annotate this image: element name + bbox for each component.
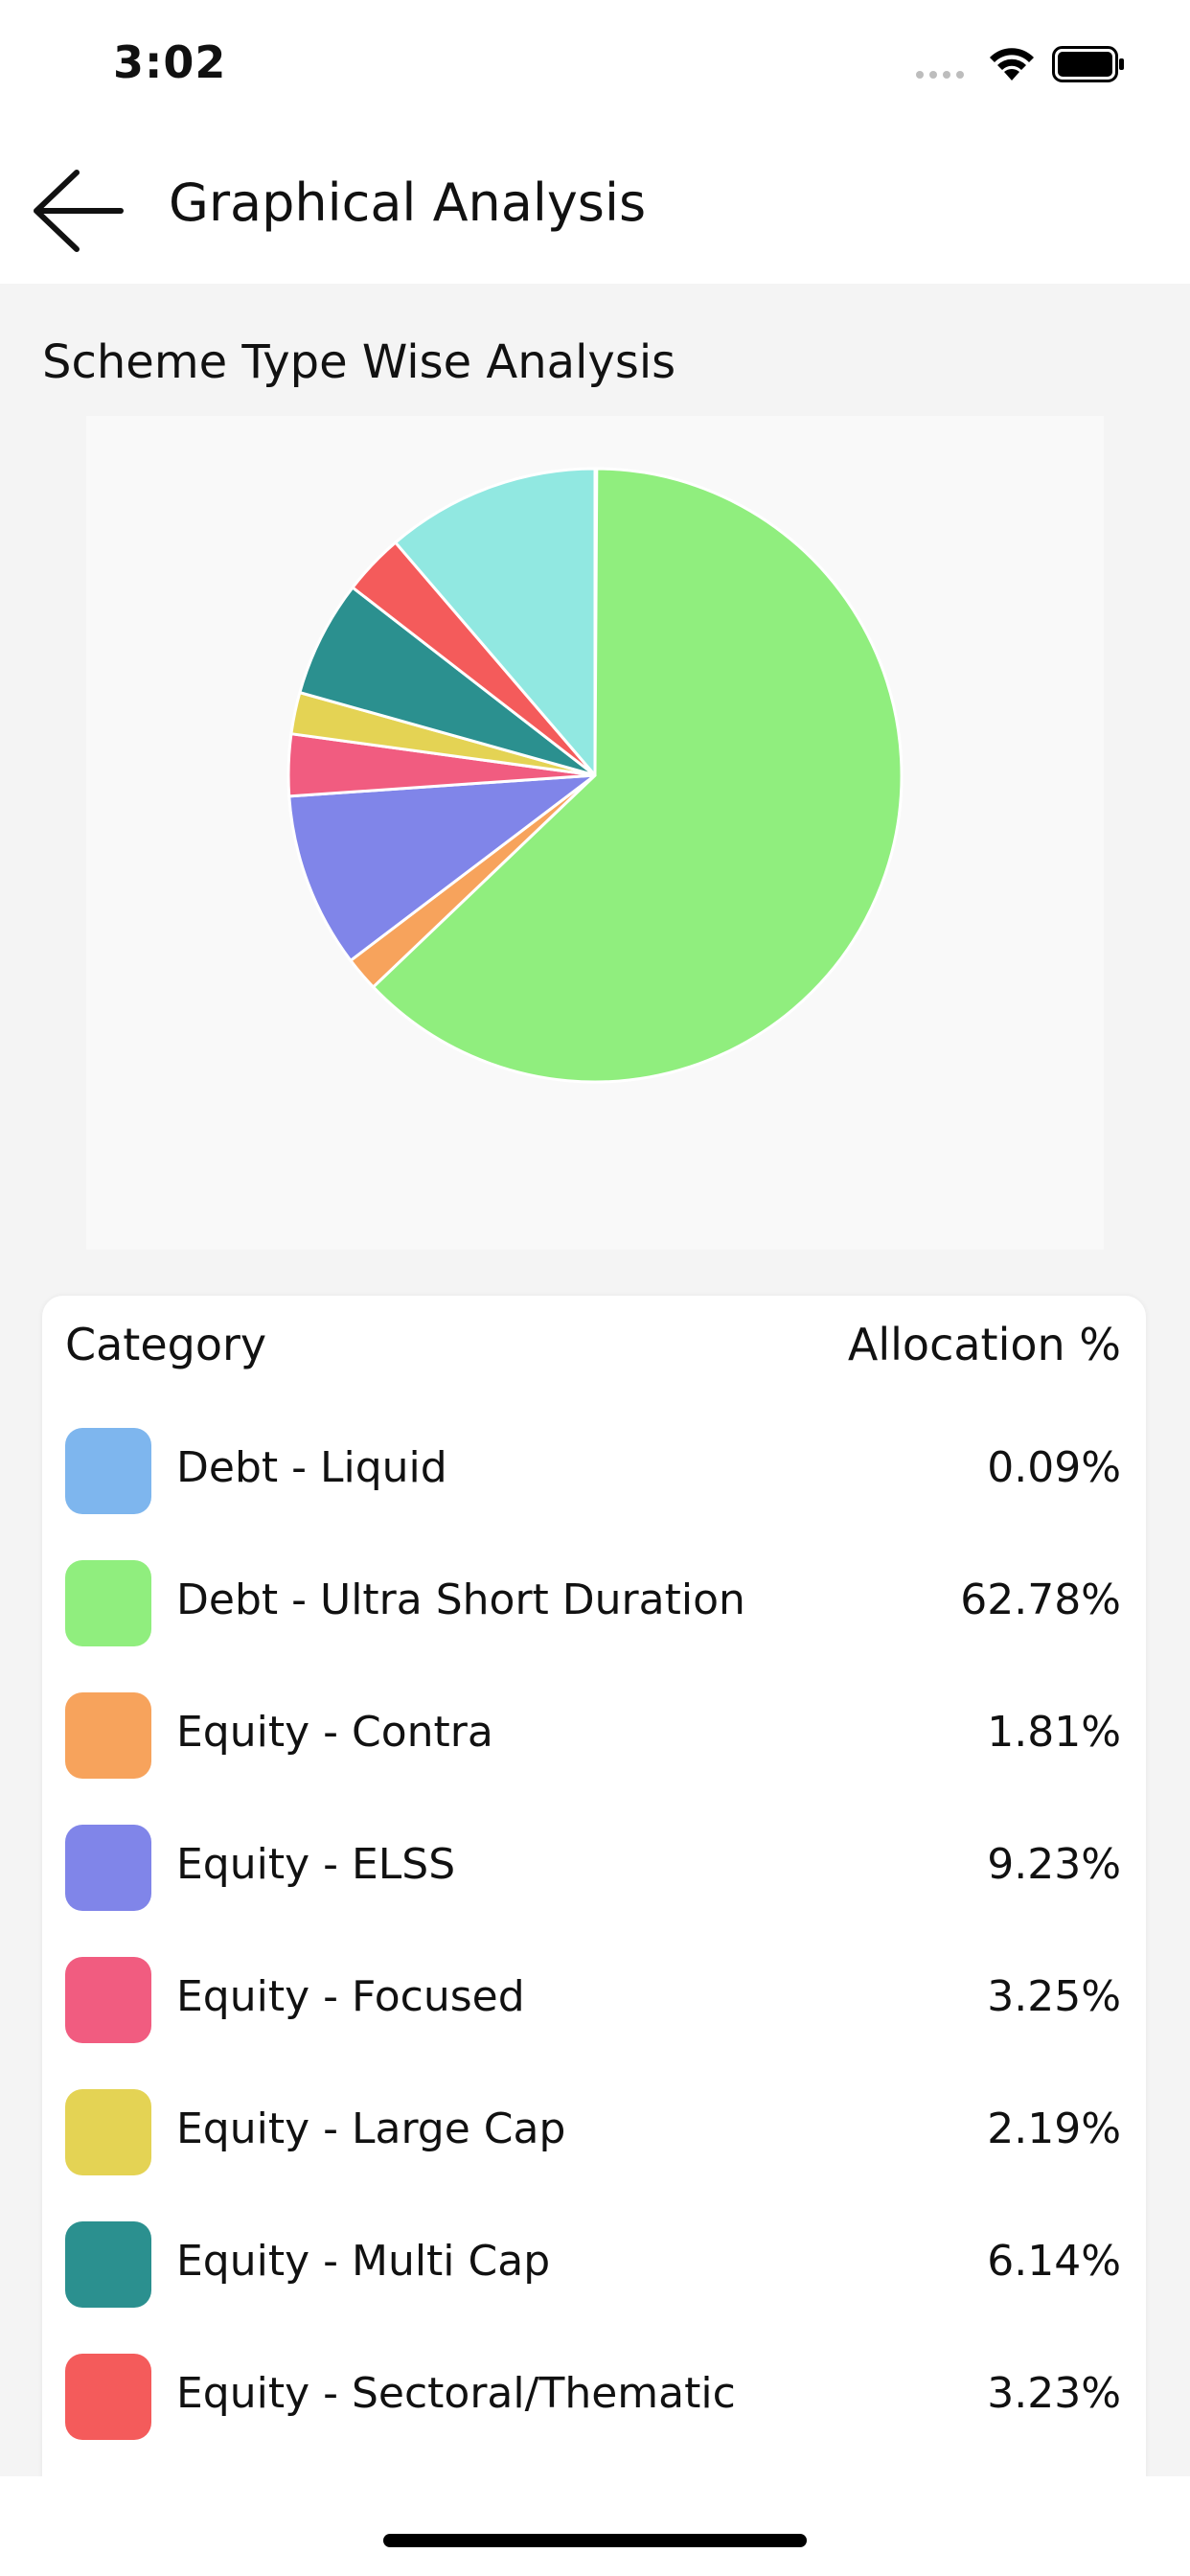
legend-header: Category Allocation %	[42, 1296, 1146, 1392]
cellular-signal-icon	[916, 71, 964, 79]
status-time: 3:02	[113, 36, 227, 88]
legend-row: Equity - ELSS 9.23%	[42, 1825, 1146, 1957]
home-indicator[interactable]	[383, 2534, 807, 2547]
legend-label: Equity - ELSS	[176, 1840, 456, 1889]
legend-swatch	[65, 2354, 151, 2440]
pie-slice-other[interactable]	[394, 467, 597, 777]
pie-slice-equity-multi-cap[interactable]	[298, 586, 597, 777]
legend-value: 9.23%	[987, 1840, 1121, 1889]
chart-section-title: Scheme Type Wise Analysis	[42, 335, 676, 389]
legend-value: 1.81%	[987, 1708, 1121, 1757]
allocation-legend: Category Allocation % Debt - Liquid 0.09%…	[42, 1296, 1146, 2576]
legend-row: Equity - Focused 3.25%	[42, 1957, 1146, 2089]
status-bar: 3:02	[0, 0, 1190, 144]
legend-swatch	[65, 1428, 151, 1514]
legend-row: Debt - Ultra Short Duration 62.78%	[42, 1560, 1146, 1692]
category-column-header: Category	[65, 1319, 267, 1370]
pie-chart-panel	[86, 416, 1104, 1250]
legend-swatch	[65, 1957, 151, 2043]
legend-row: Equity - Sectoral/Thematic 3.23%	[42, 2354, 1146, 2486]
legend-label: Equity - Focused	[176, 1972, 525, 2021]
legend-label: Debt - Liquid	[176, 1443, 447, 1492]
legend-label: Equity - Sectoral/Thematic	[176, 2369, 736, 2418]
bottom-safe-area	[0, 2476, 1190, 2576]
legend-label: Equity - Multi Cap	[176, 2237, 551, 2286]
wifi-icon	[990, 48, 1034, 80]
pie-slice-equity-elss[interactable]	[287, 773, 597, 962]
legend-value: 0.09%	[987, 1443, 1121, 1492]
legend-row: Debt - Liquid 0.09%	[42, 1428, 1146, 1560]
legend-value: 6.14%	[987, 2237, 1121, 2286]
pie-slice-debt-ultra-short-duration[interactable]	[372, 467, 904, 1084]
legend-swatch	[65, 1692, 151, 1779]
app-header: Graphical Analysis	[0, 144, 1190, 284]
legend-label: Debt - Ultra Short Duration	[176, 1576, 745, 1624]
legend-row: Equity - Multi Cap 6.14%	[42, 2221, 1146, 2354]
allocation-column-header: Allocation %	[847, 1319, 1121, 1370]
legend-swatch	[65, 2221, 151, 2308]
pie-chart	[286, 467, 904, 1084]
battery-icon	[1052, 46, 1124, 82]
legend-value: 62.78%	[960, 1576, 1121, 1624]
legend-swatch	[65, 1825, 151, 1911]
page-title: Graphical Analysis	[169, 172, 647, 233]
legend-value: 3.25%	[987, 1972, 1121, 2021]
legend-label: Equity - Contra	[176, 1708, 493, 1757]
back-arrow-icon	[34, 170, 124, 252]
back-button[interactable]	[29, 163, 134, 259]
legend-value: 2.19%	[987, 2104, 1121, 2153]
legend-row: Equity - Contra 1.81%	[42, 1692, 1146, 1825]
legend-row: Equity - Large Cap 2.19%	[42, 2089, 1146, 2221]
legend-swatch	[65, 1560, 151, 1646]
legend-value: 3.23%	[987, 2369, 1121, 2418]
legend-swatch	[65, 2089, 151, 2175]
legend-label: Equity - Large Cap	[176, 2104, 566, 2153]
